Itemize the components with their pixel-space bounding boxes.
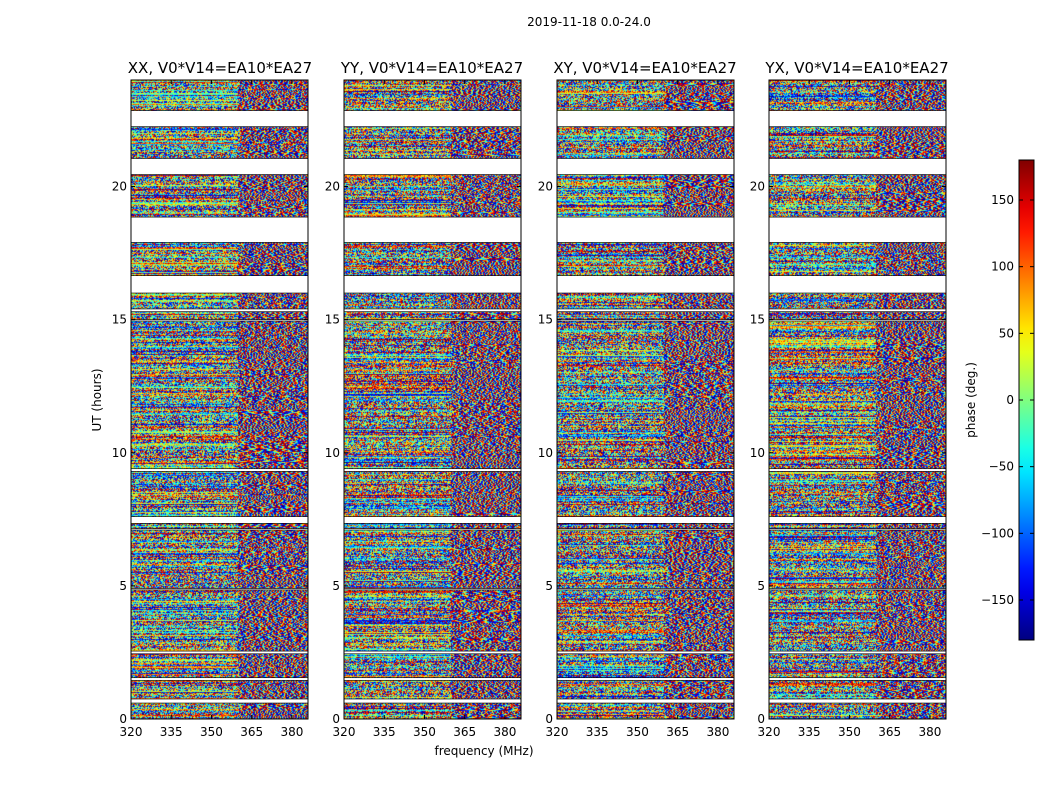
x-tick-label: 350 — [200, 725, 223, 739]
x-tick-label: 380 — [706, 725, 729, 739]
colorbar: 150 100 50 0 −50 −100 −150 — [981, 159, 1035, 641]
y-tick-label: 5 — [545, 579, 553, 593]
y-tick-label: 0 — [119, 712, 127, 726]
heatmap-xx — [131, 80, 308, 719]
heatmap-yy — [344, 80, 521, 719]
y-tick-label: 20 — [538, 180, 553, 194]
panels-layer: 320 335 350 365 380 0 5 10 15 20 320 335 350 365 380 0 5… — [112, 79, 947, 739]
plot-frame-yy — [343, 79, 522, 720]
y-tick-label: 20 — [325, 180, 340, 194]
y-tick-label: 10 — [538, 446, 553, 460]
y-tick-label: 5 — [332, 579, 340, 593]
colorbar-tick-label: 150 — [991, 193, 1014, 207]
x-tick-label: 365 — [453, 725, 476, 739]
colorbar-tick-label: 50 — [999, 326, 1014, 340]
x-tick-label: 380 — [493, 725, 516, 739]
panel-yy: 320 335 350 365 380 0 5 10 15 20 — [325, 79, 522, 739]
x-tick-label: 335 — [160, 725, 183, 739]
colorbar-tick-label: −100 — [981, 526, 1014, 540]
panel-title-xy: XY, V0*V14=EA10*EA27 — [553, 59, 736, 77]
y-tick-label: 15 — [538, 313, 553, 327]
y-tick-label: 10 — [750, 446, 765, 460]
y-tick-label: 20 — [112, 180, 127, 194]
y-tick-label: 15 — [750, 313, 765, 327]
x-tick-label: 380 — [918, 725, 941, 739]
y-tick-label: 5 — [757, 579, 765, 593]
y-tick-label: 0 — [332, 712, 340, 726]
x-tick-label: 350 — [838, 725, 861, 739]
plot-frame-xy — [556, 79, 735, 720]
y-tick-label: 15 — [112, 313, 127, 327]
panel-title-xx: XX, V0*V14=EA10*EA27 — [128, 59, 312, 77]
y-tick-label: 15 — [325, 313, 340, 327]
panel-yx: 320 335 350 365 380 0 5 10 15 20 — [750, 79, 947, 739]
x-tick-label: 335 — [586, 725, 609, 739]
plot-frame-xx — [130, 79, 309, 720]
x-tick-label: 320 — [120, 725, 143, 739]
x-tick-label: 335 — [373, 725, 396, 739]
colorbar-tick-label: −50 — [989, 460, 1014, 474]
y-tick-label: 5 — [119, 579, 127, 593]
heatmap-yx — [769, 80, 946, 719]
colorbar-tick-label: 0 — [1006, 393, 1014, 407]
panel-title-yy: YY, V0*V14=EA10*EA27 — [340, 59, 523, 77]
colorbar-tick-label: −150 — [981, 593, 1014, 607]
y-tick-label: 10 — [112, 446, 127, 460]
panel-title-yx: YX, V0*V14=EA10*EA27 — [764, 59, 948, 77]
x-tick-label: 365 — [878, 725, 901, 739]
x-tick-label: 365 — [240, 725, 263, 739]
x-tick-label: 350 — [626, 725, 649, 739]
y-tick-label: 0 — [545, 712, 553, 726]
heatmap-xy — [557, 80, 734, 719]
x-axis-label: frequency (MHz) — [434, 744, 533, 758]
x-tick-label: 320 — [758, 725, 781, 739]
panel-xy: 320 335 350 365 380 0 5 10 15 20 — [538, 79, 735, 739]
colorbar-label: phase (deg.) — [964, 362, 978, 438]
x-tick-label: 320 — [546, 725, 569, 739]
panel-xx: 320 335 350 365 380 0 5 10 15 20 — [112, 79, 309, 739]
x-tick-label: 365 — [666, 725, 689, 739]
colorbar-tick-label: 100 — [991, 260, 1014, 274]
x-tick-label: 380 — [280, 725, 303, 739]
x-tick-label: 320 — [333, 725, 356, 739]
y-axis-label: UT (hours) — [90, 368, 104, 431]
y-tick-label: 0 — [757, 712, 765, 726]
x-tick-label: 335 — [798, 725, 821, 739]
x-tick-label: 350 — [413, 725, 436, 739]
plot-frame-yx — [768, 79, 947, 720]
y-tick-label: 20 — [750, 180, 765, 194]
figure-suptitle: 2019-11-18 0.0-24.0 — [527, 15, 651, 29]
y-tick-label: 10 — [325, 446, 340, 460]
